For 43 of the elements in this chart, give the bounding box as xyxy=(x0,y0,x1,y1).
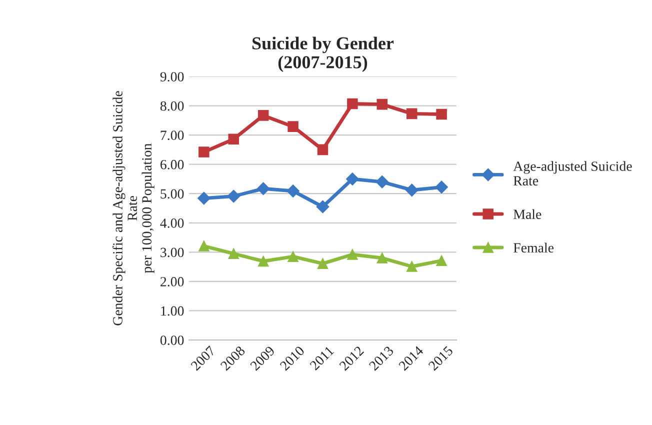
point xyxy=(435,180,448,194)
point xyxy=(228,248,240,260)
point xyxy=(288,121,298,132)
y-tick-label: 8.00 xyxy=(160,101,184,111)
point xyxy=(227,190,240,203)
point xyxy=(317,144,328,156)
y-tick-label: 0.00 xyxy=(160,336,184,346)
point xyxy=(436,108,447,120)
point xyxy=(347,98,358,110)
y-tick-label: 3.00 xyxy=(160,248,184,258)
legend-label: Age-adjusted Suicide Rate xyxy=(513,161,632,186)
point xyxy=(258,256,269,267)
y-tick-label: 2.00 xyxy=(160,277,184,286)
point xyxy=(376,252,388,264)
point xyxy=(198,146,210,158)
point xyxy=(346,172,359,186)
point xyxy=(405,184,418,197)
point xyxy=(406,108,418,120)
y-tick-label: 1.00 xyxy=(161,306,184,316)
y-tick-label: 5.00 xyxy=(160,189,184,199)
legend-label: Male xyxy=(514,209,542,220)
point xyxy=(436,255,447,266)
point xyxy=(198,240,210,252)
y-axis-title: Gender Specific and Age-adjusted Suicide Rate per 100,000 Population xyxy=(112,91,154,326)
point xyxy=(316,200,330,214)
y-tick-label: 9.00 xyxy=(160,72,184,82)
point xyxy=(376,98,388,110)
legend-label: Female xyxy=(514,242,554,253)
point xyxy=(228,134,240,145)
y-tick-label: 4.00 xyxy=(160,218,184,228)
y-tick-label: 7.00 xyxy=(160,130,184,140)
point xyxy=(288,251,298,262)
chart-title: Suicide by Gender (2007-2015) xyxy=(252,36,394,72)
point xyxy=(258,110,269,121)
point xyxy=(198,192,210,205)
y-tick-label: 6.00 xyxy=(160,160,184,170)
point xyxy=(347,249,358,260)
point xyxy=(256,182,270,196)
point xyxy=(286,184,300,198)
x-tick-label: 2011 xyxy=(309,346,334,371)
point xyxy=(406,261,418,272)
point xyxy=(376,175,389,188)
point xyxy=(317,258,328,269)
